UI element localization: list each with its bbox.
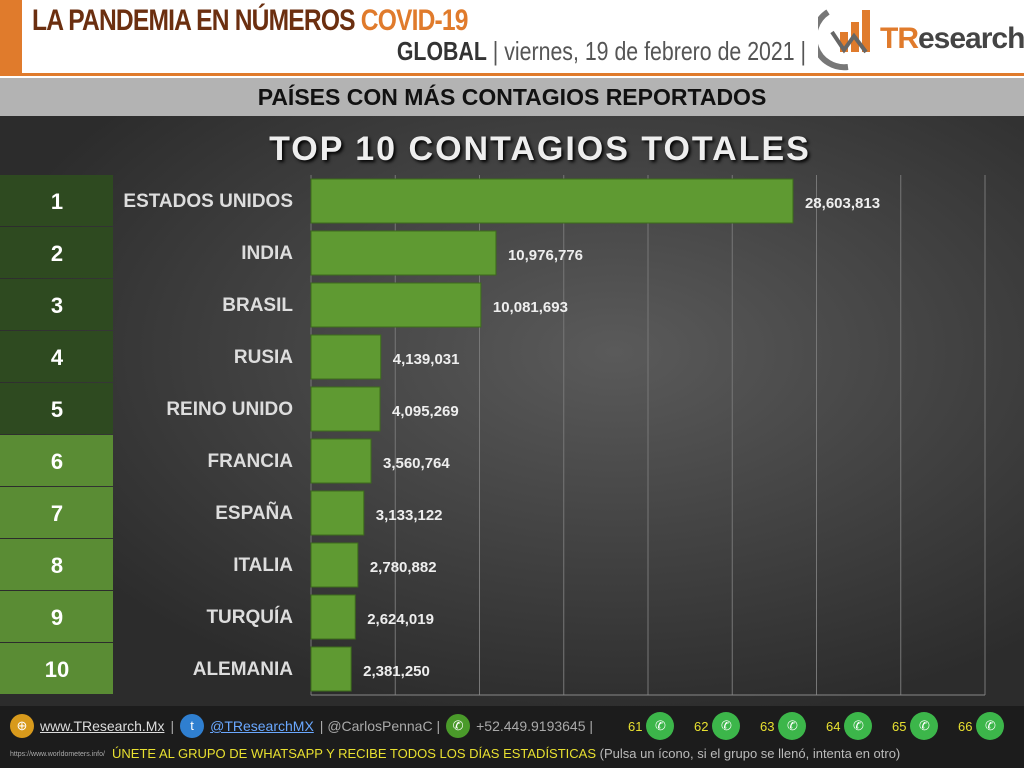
tresearch-logo: TResearch [811, 2, 1024, 72]
data-label: 4,095,269 [392, 403, 459, 420]
logo-rest: esearch [918, 22, 1024, 55]
header: LA PANDEMIA EN NÚMEROS COVID-19 GLOBAL |… [0, 0, 1024, 76]
whatsapp-icon[interactable]: ✆ [646, 712, 675, 740]
date: | viernes, 19 de febrero de 2021 | [492, 36, 806, 66]
rank-cell [0, 175, 113, 226]
data-label: 3,133,122 [376, 507, 443, 524]
category-label: INDIA [241, 243, 293, 264]
chart-title: TOP 10 CONTAGIOS TOTALES [269, 130, 811, 168]
bar [310, 438, 372, 484]
website-link[interactable]: www.TResearch.Mx [40, 718, 165, 734]
twitter-icon: t [180, 714, 205, 738]
category-label: ESTADOS UNIDOS [123, 191, 293, 212]
group-number: 62 [694, 718, 709, 734]
title-accent: COVID-19 [360, 4, 469, 37]
group-number: 63 [760, 718, 775, 734]
whatsapp-icon[interactable]: ✆ [844, 712, 873, 740]
bar [310, 386, 381, 432]
title-text: LA PANDEMIA EN NÚMEROS [32, 4, 356, 37]
rank-cell [0, 643, 113, 694]
bar-chart: 1 ESTADOS UNIDOS 28,603,813 2 INDIA 10,976,77… [0, 175, 986, 696]
data-label: 2,624,019 [367, 611, 434, 628]
rank-label: 4 [51, 345, 64, 370]
bar [310, 646, 352, 692]
group-number: 64 [826, 718, 841, 734]
scope: GLOBAL [396, 36, 487, 66]
page-title: LA PANDEMIA EN NÚMEROS COVID-19 [32, 4, 468, 38]
whatsapp-group-64[interactable]: 64 ✆ [826, 712, 873, 740]
contact-line: ⊕ www.TResearch.Mx | t @TResearchMX | @Ca… [10, 714, 593, 738]
date-line: GLOBAL | viernes, 19 de febrero de 2021 … [397, 36, 806, 67]
rank-cell [0, 331, 113, 382]
category-label: FRANCIA [208, 451, 294, 472]
category-label: REINO UNIDO [166, 399, 293, 420]
bar [310, 542, 359, 588]
category-label: RUSIA [234, 347, 293, 368]
cta-text: ÚNETE AL GRUPO DE WHATSAPP Y RECIBE TODO… [112, 746, 597, 761]
bar [310, 334, 382, 380]
whatsapp-group-65[interactable]: 65 ✆ [892, 712, 939, 740]
group-number: 61 [628, 718, 643, 734]
data-label: 2,381,250 [363, 663, 430, 680]
rank-cell [0, 435, 113, 486]
bar [310, 594, 356, 640]
bar [310, 490, 365, 536]
whatsapp-group-66[interactable]: 66 ✆ [958, 712, 1005, 740]
rank-cell [0, 591, 113, 642]
logo-text: TResearch [880, 22, 1024, 56]
rank-label: 10 [45, 657, 69, 682]
rank-cell [0, 279, 113, 330]
category-label: BRASIL [222, 295, 293, 316]
rank-cell [0, 539, 113, 590]
rank-cell [0, 383, 113, 434]
bar [310, 282, 482, 328]
data-label: 10,976,776 [508, 247, 583, 264]
cta-note: (Pulsa un ícono, si el grupo se llenó, i… [599, 746, 901, 761]
footer: ⊕ www.TResearch.Mx | t @TResearchMX | @Ca… [0, 706, 1024, 768]
subtitle: PAÍSES CON MÁS CONTAGIOS REPORTADOS [0, 78, 1024, 116]
logo-t: TR [880, 22, 919, 55]
group-number: 66 [958, 718, 973, 734]
whatsapp-icon[interactable]: ✆ [976, 712, 1005, 740]
category-label: ALEMANIA [193, 659, 294, 680]
group-number: 65 [892, 718, 907, 734]
rank-label: 8 [51, 553, 63, 578]
rank-cell [0, 227, 113, 278]
data-label: 3,560,764 [383, 455, 450, 472]
category-label: ITALIA [233, 555, 293, 576]
whatsapp-group-63[interactable]: 63 ✆ [760, 712, 807, 740]
phone-number: +52.449.9193645 | [476, 718, 594, 734]
data-label: 10,081,693 [493, 299, 568, 316]
category-label: TURQUÍA [206, 606, 293, 628]
category-label: ESPAÑA [215, 502, 293, 524]
rank-label: 7 [51, 501, 63, 526]
separator: | [170, 718, 175, 734]
phone-icon: ✆ [446, 714, 471, 738]
rank-label: 6 [51, 449, 63, 474]
logo-icon [811, 9, 870, 71]
accent-bar [0, 0, 22, 73]
whatsapp-icon[interactable]: ✆ [910, 712, 939, 740]
whatsapp-icon[interactable]: ✆ [778, 712, 807, 740]
bar [310, 230, 497, 276]
whatsapp-group-62[interactable]: 62 ✆ [694, 712, 741, 740]
cta-line: ÚNETE AL GRUPO DE WHATSAPP Y RECIBE TODO… [112, 746, 900, 761]
rank-cell [0, 487, 113, 538]
data-label: 28,603,813 [805, 195, 880, 212]
bar [310, 178, 794, 224]
rank-label: 5 [51, 397, 63, 422]
rank-label: 1 [51, 189, 63, 214]
rank-label: 9 [51, 605, 63, 630]
source-url[interactable]: https://www.worldometers.info/ [10, 751, 105, 758]
whatsapp-group-61[interactable]: 61 ✆ [628, 712, 675, 740]
whatsapp-icon[interactable]: ✆ [712, 712, 741, 740]
data-label: 2,780,882 [370, 559, 437, 576]
globe-icon: ⊕ [10, 714, 34, 738]
rank-label: 2 [51, 241, 63, 266]
personal-handle: | @CarlosPennaC | [319, 718, 441, 734]
twitter-link[interactable]: @TResearchMX [210, 718, 314, 734]
data-label: 4,139,031 [393, 351, 460, 368]
rank-label: 3 [51, 293, 63, 318]
